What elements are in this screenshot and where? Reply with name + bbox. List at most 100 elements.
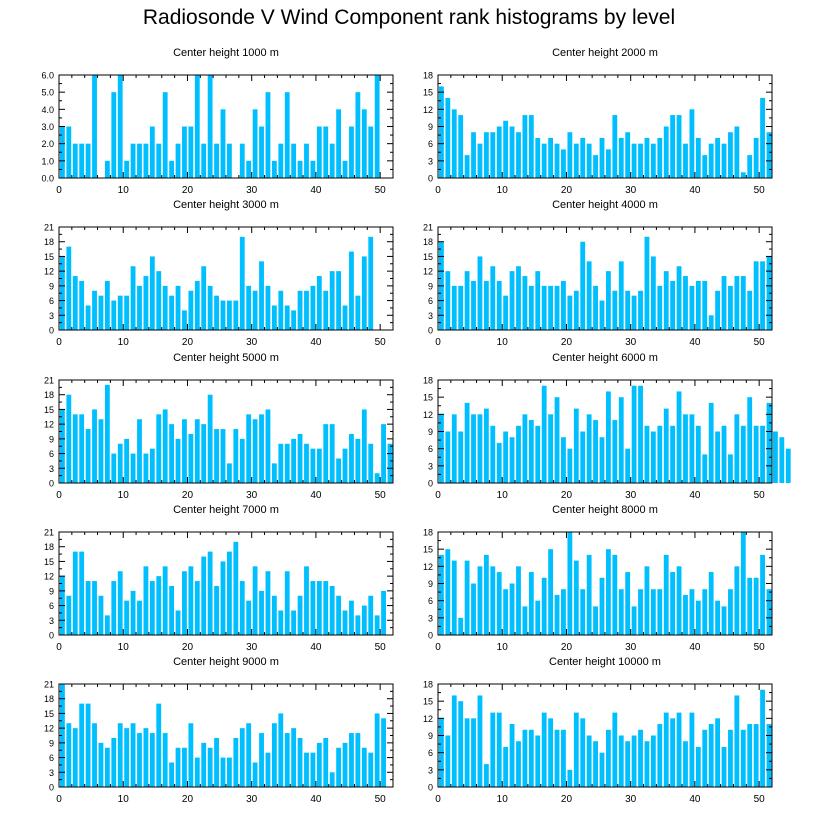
- histogram-bar: [104, 747, 110, 787]
- histogram-bar: [194, 581, 200, 635]
- histogram-bar: [721, 746, 727, 787]
- histogram-bar: [541, 143, 547, 178]
- histogram-bar: [625, 741, 631, 787]
- histogram-bar: [246, 723, 252, 787]
- histogram-bar: [728, 285, 733, 330]
- y-tick-label: 0: [49, 326, 54, 336]
- histogram-bar: [239, 143, 245, 178]
- histogram-bar: [528, 285, 534, 330]
- histogram-bar: [374, 473, 380, 483]
- histogram-bar: [175, 143, 181, 178]
- histogram-bar: [451, 285, 457, 330]
- histogram-bar: [316, 448, 322, 483]
- histogram-bar: [715, 290, 721, 330]
- histogram-panel-8: Center height 8000 m 0 10 20 30 40 50 0 3 6 9 12 15 1…: [423, 504, 773, 653]
- histogram-bar: [747, 397, 753, 483]
- y-tick-label: 6: [428, 139, 433, 149]
- histogram-bar: [496, 126, 502, 178]
- histogram-bar: [471, 414, 476, 483]
- histogram-bar: [98, 295, 104, 330]
- histogram-bar: [451, 414, 457, 483]
- histogram-bar: [246, 600, 252, 635]
- histogram-bar: [259, 261, 264, 330]
- histogram-bar: [586, 414, 592, 483]
- histogram-bar: [740, 276, 746, 330]
- y-tick-label: 3: [428, 461, 433, 471]
- histogram-bar: [689, 589, 695, 635]
- histogram-bar: [188, 566, 194, 635]
- histogram-bar: [548, 285, 554, 330]
- histogram-bar: [593, 741, 598, 787]
- y-tick-label: 18: [423, 237, 433, 247]
- histogram-bar: [606, 271, 611, 330]
- histogram-bar: [747, 577, 753, 635]
- histogram-bar: [323, 290, 329, 330]
- histogram-bar: [586, 554, 592, 635]
- histogram-bar: [368, 595, 374, 635]
- histogram-bar: [734, 695, 740, 787]
- histogram-bar: [593, 420, 598, 483]
- histogram-bar: [586, 261, 592, 330]
- histogram-bar: [316, 276, 322, 330]
- histogram-bar: [265, 409, 271, 483]
- histogram-bar: [618, 261, 624, 330]
- y-tick-label: 12: [423, 714, 433, 724]
- histogram-bar: [516, 566, 521, 635]
- histogram-bar: [381, 718, 386, 787]
- histogram-bar: [194, 75, 200, 178]
- histogram-bar: [573, 712, 579, 787]
- histogram-bar: [644, 566, 650, 635]
- histogram-bar: [548, 137, 554, 178]
- histogram-bar: [625, 572, 631, 635]
- histogram-bar: [612, 554, 618, 635]
- histogram-bar: [252, 566, 258, 635]
- histogram-bar: [451, 695, 457, 787]
- histogram-bar: [715, 137, 721, 178]
- histogram-bar: [137, 143, 142, 178]
- histogram-panel-6: Center height 6000 m 0 10 20 30 40 50 0 3 6 9 12 15 1…: [423, 352, 791, 501]
- histogram-bar: [194, 280, 200, 330]
- histogram-bar: [284, 571, 290, 635]
- x-tick-label: 0: [435, 794, 441, 805]
- histogram-bar: [137, 419, 142, 483]
- y-tick-label: 15: [44, 709, 54, 719]
- histogram-panel-2: Center height 2000 m 0 10 20 30 40 50 0 3 6 9 12 15 1…: [423, 47, 773, 196]
- histogram-bar: [471, 718, 476, 787]
- histogram-bar: [503, 746, 509, 787]
- y-tick-label: 21: [44, 680, 54, 690]
- histogram-bar: [580, 137, 586, 178]
- histogram-bar: [329, 271, 335, 330]
- histogram-bar: [169, 295, 175, 330]
- histogram-bar: [79, 414, 85, 483]
- histogram-bar: [297, 433, 303, 483]
- histogram-bar: [169, 160, 175, 178]
- histogram-bar: [361, 409, 367, 483]
- histogram-bar: [785, 448, 791, 483]
- histogram-bar: [683, 414, 688, 483]
- y-tick-label: 21: [44, 528, 54, 538]
- y-tick-label: 9: [428, 427, 433, 437]
- page-title: Radiosonde V Wind Component rank histogr…: [142, 6, 676, 29]
- x-tick-label: 50: [375, 794, 387, 805]
- x-tick-label: 50: [754, 490, 766, 501]
- histogram-bar: [259, 126, 264, 178]
- histogram-bar: [753, 137, 759, 178]
- histogram-bar: [573, 560, 579, 635]
- histogram-bar: [374, 615, 380, 635]
- histogram-bar: [220, 429, 226, 483]
- histogram-bar: [509, 437, 515, 483]
- histogram-bar: [689, 712, 695, 787]
- histogram-bar: [265, 92, 271, 178]
- histogram-bar: [708, 315, 714, 330]
- histogram-bar: [458, 431, 464, 483]
- histogram-bar: [143, 566, 149, 635]
- histogram-bar: [483, 408, 489, 483]
- histogram-bar: [310, 581, 316, 635]
- y-tick-label: 0: [428, 174, 433, 184]
- histogram-bar: [111, 92, 117, 178]
- y-tick-label: 2.0: [41, 139, 54, 149]
- histogram-bar: [567, 532, 573, 635]
- histogram-bar: [169, 424, 175, 483]
- y-tick-label: 9: [428, 579, 433, 589]
